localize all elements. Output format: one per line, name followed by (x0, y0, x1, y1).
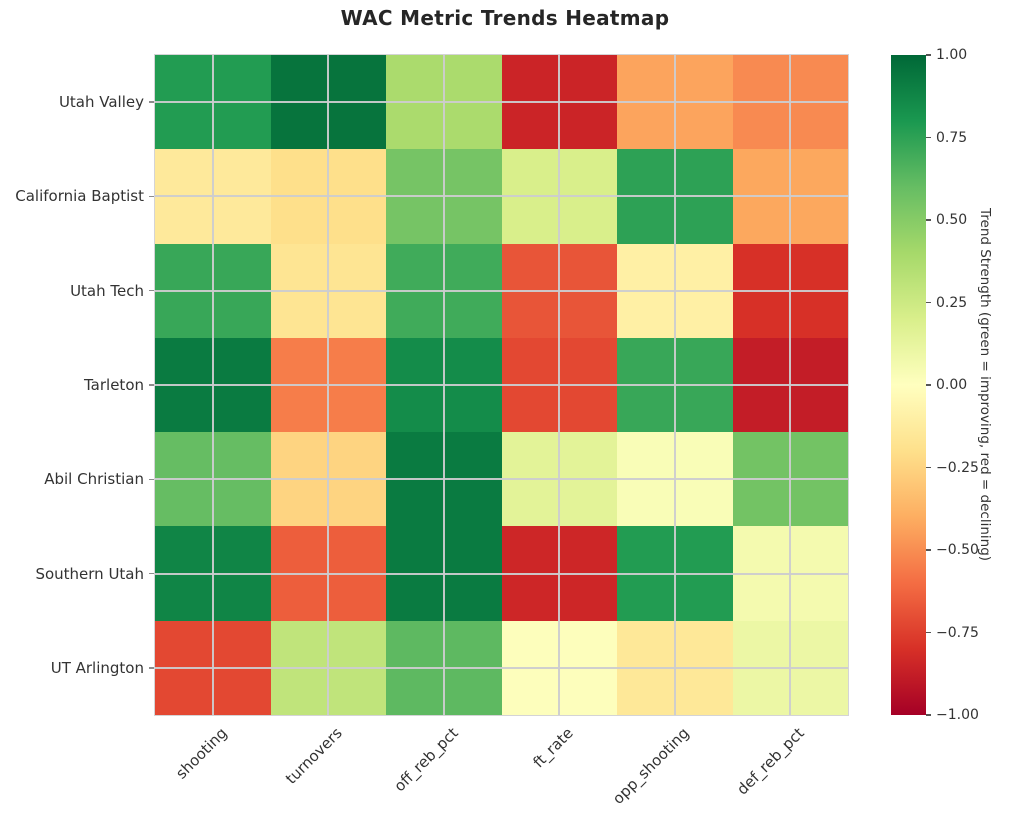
gridline-horizontal (155, 572, 848, 575)
gridline-horizontal (155, 101, 848, 104)
gridline-horizontal (155, 384, 848, 386)
gridline-horizontal (155, 195, 848, 198)
colorbar-tick-label: −1.00 (936, 707, 979, 723)
y-tick-label: Southern Utah (35, 564, 144, 583)
y-tick-label: UT Arlington (50, 658, 144, 677)
colorbar-tick-mark (926, 549, 931, 551)
colorbar-tick-mark (926, 136, 931, 139)
colorbar-tick-label: 0.25 (936, 294, 968, 311)
colorbar-tick-mark (926, 219, 931, 221)
colorbar-tick-mark (926, 714, 931, 716)
y-tick-label: Utah Valley (58, 93, 144, 112)
y-tick-mark (149, 572, 154, 575)
y-tick-mark (149, 289, 154, 292)
gridline-horizontal (155, 478, 848, 481)
colorbar-tick-label: −0.75 (936, 624, 979, 641)
colorbar-tick-label: 1.00 (936, 47, 968, 63)
colorbar-tick-mark (926, 466, 931, 469)
colorbar-tick-label: 0.75 (936, 129, 968, 146)
y-tick-label: California Baptist (15, 187, 144, 206)
colorbar-tick-mark (926, 631, 931, 634)
y-tick-mark (149, 101, 154, 103)
chart-title: WAC Metric Trends Heatmap (340, 6, 670, 30)
y-tick-mark (149, 195, 154, 198)
y-tick-label: Tarleton (84, 376, 144, 394)
colorbar-tick-label: 0.50 (936, 212, 968, 228)
colorbar-axis-label: Trend Strength (green = improving, red =… (977, 208, 993, 562)
gridline-horizontal (155, 289, 848, 292)
colorbar-tick-label: −0.25 (936, 459, 979, 476)
colorbar (891, 55, 926, 715)
y-tick-label: Utah Tech (70, 281, 144, 300)
colorbar-tick-mark (926, 301, 931, 304)
colorbar-tick-label: −0.50 (936, 542, 979, 558)
gridline-horizontal (155, 666, 848, 669)
y-tick-mark (149, 667, 154, 669)
colorbar-tick-mark (926, 384, 931, 386)
y-tick-mark (149, 384, 154, 386)
colorbar-tick-label: 0.00 (936, 377, 968, 393)
heatmap-plot-area (154, 54, 849, 716)
colorbar-tick-mark (926, 54, 931, 56)
y-tick-mark (149, 478, 154, 481)
x-tick-label: shooting (171, 724, 231, 783)
y-tick-label: Abil Christian (44, 470, 144, 489)
